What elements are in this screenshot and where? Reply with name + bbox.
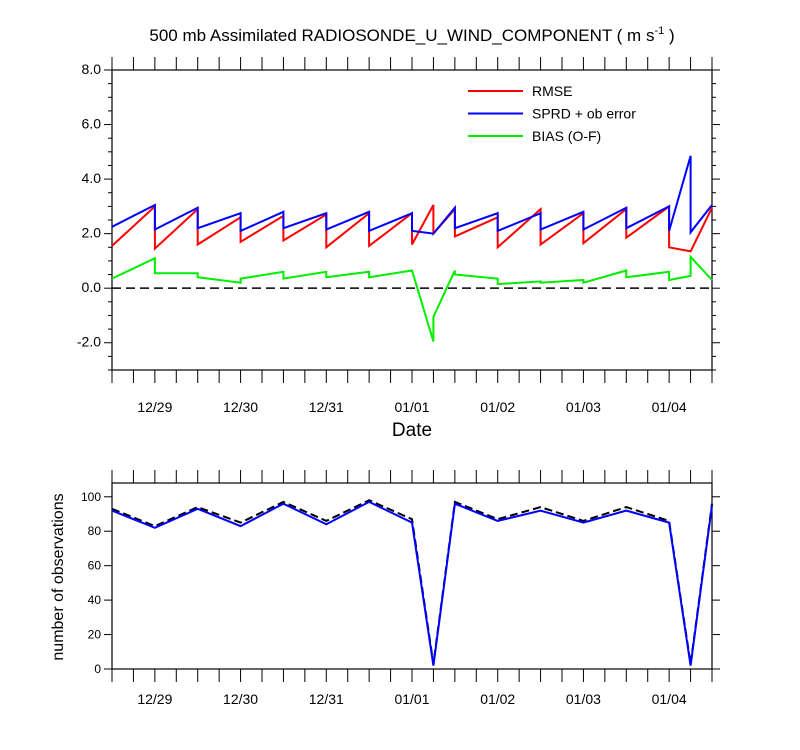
top-xtick-label: 12/30 [223, 399, 258, 415]
bottom-ytick-label: 0 [94, 662, 101, 676]
top-plot-area: -2.0 0.0 2.0 4.0 6.0 8.0 12/29 12/30 12/31 01/01 0… [77, 57, 720, 415]
bottom-xtick-label: 12/31 [309, 691, 344, 707]
top-ytick-label: 4.0 [82, 170, 102, 186]
bottom-xtick-label: 01/01 [394, 691, 429, 707]
top-xtick-label: 01/01 [394, 399, 429, 415]
bottom-plot-area: 0 20 40 60 80 100 12/29 12/30 12/31 01/01 01/02 01/… [81, 470, 720, 707]
x-axis-label: Date [392, 420, 432, 441]
top-xtick-label: 01/02 [480, 399, 515, 415]
top-ytick-label: -2.0 [77, 334, 101, 350]
legend-label: SPRD + ob error [532, 106, 636, 122]
bottom-ytick-label: 20 [88, 628, 102, 642]
legend-label: BIAS (O-F) [532, 128, 601, 144]
top-series-line-2 [111, 254, 713, 342]
bottom-xtick-label: 01/04 [652, 691, 687, 707]
top-ytick-label: 6.0 [82, 116, 102, 132]
bottom-xtick-label: 01/03 [566, 691, 601, 707]
bottom-ytick-label: 60 [88, 559, 102, 573]
bottom-ytick-label: 40 [88, 593, 102, 607]
top-ytick-label: 8.0 [82, 61, 102, 77]
top-xtick-label: 12/31 [309, 399, 344, 415]
bottom-xtick-label: 01/02 [480, 691, 515, 707]
bottom-xtick-label: 12/30 [223, 691, 258, 707]
title-superscript: -1 [654, 25, 664, 37]
y-axis-label-observations: number of observations [50, 493, 67, 660]
legend-label: RMSE [532, 83, 572, 99]
top-xtick-label: 01/03 [566, 399, 601, 415]
top-xtick-label: 01/04 [652, 399, 687, 415]
bottom-ytick-label: 100 [81, 490, 101, 504]
bottom-series-line-1 [111, 500, 713, 666]
bottom-xtick-label: 12/29 [137, 691, 172, 707]
top-series-line-1 [111, 155, 713, 236]
top-ytick-label: 0.0 [82, 279, 102, 295]
bottom-ytick-label: 80 [88, 524, 102, 538]
top-ytick-label: 2.0 [82, 225, 102, 241]
chart-title: 500 mb Assimilated RADIOSONDE_U_WIND_COM… [149, 25, 674, 45]
top-xtick-label: 12/29 [137, 399, 172, 415]
